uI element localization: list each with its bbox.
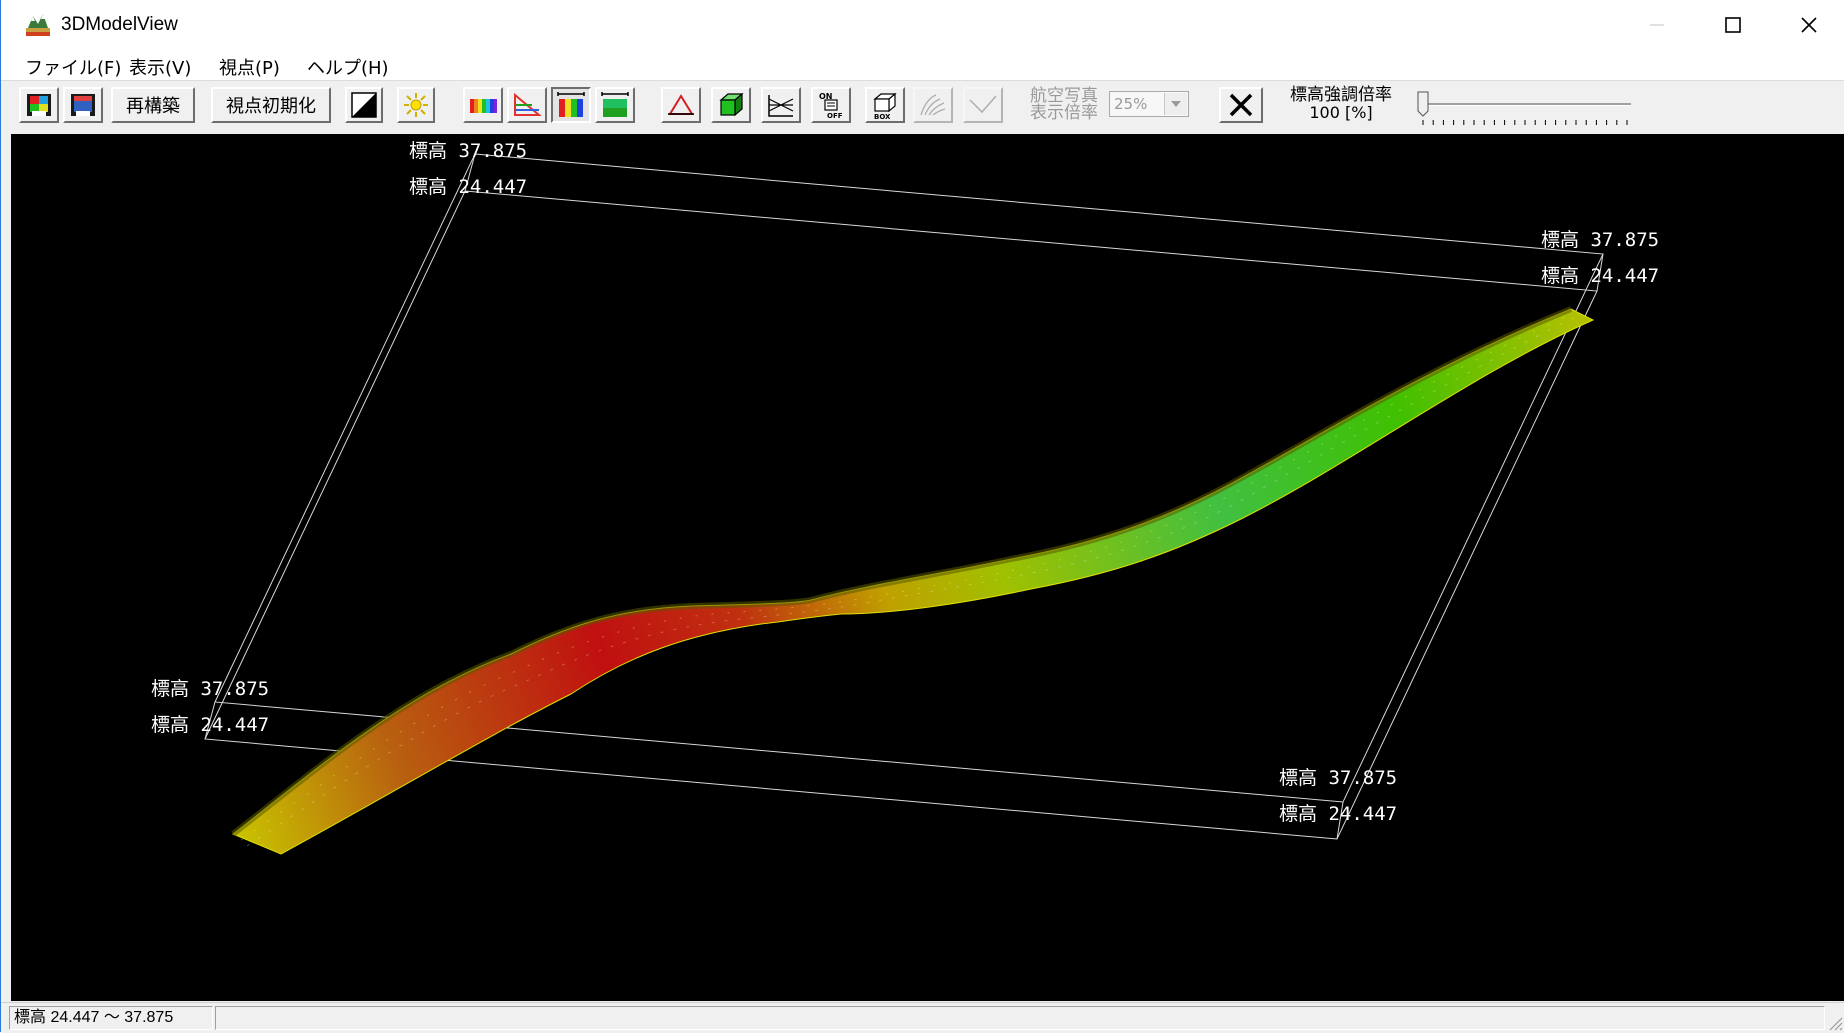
box-button[interactable]: BOX — [865, 87, 905, 123]
contour-icon — [920, 94, 946, 116]
contrast-button[interactable] — [345, 87, 383, 123]
contour-button[interactable] — [913, 87, 953, 123]
solid-box-button[interactable] — [711, 87, 751, 123]
status-bar: 標高 24.447 ～ 37.875 — [1, 1002, 1844, 1033]
title-bar: 3DModelView — [1, 0, 1844, 50]
color-bar-button[interactable] — [463, 87, 503, 123]
section-icon — [768, 95, 794, 117]
resize-grip-icon[interactable] — [1825, 1013, 1843, 1031]
close-button[interactable] — [1771, 0, 1844, 50]
save-color-button[interactable] — [19, 87, 59, 123]
save-color-icon — [27, 94, 51, 116]
line-icon — [969, 95, 997, 114]
menu-bar: ファイル(F) 表示(V) 視点(P) ヘルプ(H) — [1, 50, 1844, 80]
maximize-icon — [1725, 17, 1741, 33]
cancel-x-button[interactable] — [1219, 87, 1263, 123]
elevation-range-status: 標高 24.447 ～ 37.875 — [9, 1006, 213, 1030]
onoff-icon: ON OFF — [819, 92, 843, 120]
save-gradient-icon — [71, 94, 95, 116]
color-bar-icon — [470, 99, 497, 113]
menu-help[interactable]: ヘルプ(H) — [307, 58, 389, 79]
green-range-button[interactable] — [595, 87, 635, 123]
elevation-scale-label: 標高強調倍率 100 [%] — [1290, 85, 1392, 122]
minimize-icon — [1650, 24, 1664, 26]
bounding-box — [204, 153, 1604, 840]
triangle-legend-icon — [514, 92, 542, 116]
triangle-mesh-icon — [668, 94, 694, 115]
triangle-mesh-button[interactable] — [661, 87, 701, 123]
aerial-photo-label: 航空写真 表示倍率 — [1030, 86, 1098, 123]
svg-text:ON: ON — [819, 92, 833, 101]
aerial-zoom-value: 25% — [1114, 95, 1148, 113]
svg-text:OFF: OFF — [827, 112, 843, 120]
slider-thumb[interactable] — [1417, 91, 1429, 117]
minimize-button[interactable] — [1619, 0, 1695, 50]
menu-file[interactable]: ファイル(F) — [25, 58, 122, 79]
onoff-button[interactable]: ON OFF — [811, 87, 851, 123]
road-surface — [231, 306, 1595, 855]
slider-ticks — [1422, 120, 1628, 125]
close-x-icon — [1229, 93, 1253, 117]
elevation-label-bottom-front: 標高 24.447 — [1279, 803, 1398, 825]
save-gradient-button[interactable] — [63, 87, 103, 123]
triangle-legend-button[interactable] — [507, 87, 547, 123]
elevation-scale-slider[interactable] — [1413, 83, 1639, 129]
contrast-icon — [351, 92, 377, 118]
menu-view[interactable]: 表示(V) — [129, 58, 192, 79]
solid-box-icon — [719, 92, 744, 117]
3d-viewport[interactable]: 標高 37.875 標高 24.447 標高 37.875 標高 24.447 … — [11, 134, 1844, 1001]
reset-view-button[interactable]: 視点初期化 — [211, 87, 331, 123]
box-icon: BOX — [873, 92, 897, 120]
status-pane-empty — [215, 1006, 1825, 1030]
maximize-button[interactable] — [1695, 0, 1771, 50]
close-icon — [1801, 17, 1817, 33]
elevation-label-bottom-left: 標高 24.447 — [151, 714, 270, 736]
elevation-label-top-back: 標高 37.875 — [409, 140, 528, 162]
elevation-label-bottom-back: 標高 24.447 — [409, 176, 528, 198]
color-range-icon — [557, 92, 585, 117]
elevation-label-top-left: 標高 37.875 — [151, 678, 270, 700]
rebuild-button[interactable]: 再構築 — [111, 87, 195, 123]
section-button[interactable] — [761, 87, 801, 123]
app-icon — [26, 14, 50, 36]
light-button[interactable] — [397, 87, 435, 123]
chevron-down-icon[interactable] — [1164, 93, 1187, 115]
terrain-model — [204, 153, 1604, 855]
toolbar: 再構築 視点初期化 — [1, 80, 1844, 131]
elevation-label-top-right: 標高 37.875 — [1541, 229, 1660, 251]
menu-viewpoint[interactable]: 視点(P) — [219, 58, 280, 79]
aerial-zoom-select[interactable]: 25% — [1109, 91, 1189, 117]
line-button[interactable] — [963, 87, 1003, 123]
window-title: 3DModelView — [61, 14, 178, 35]
svg-text:BOX: BOX — [874, 113, 891, 120]
color-range-button[interactable] — [551, 87, 591, 123]
slider-track — [1421, 103, 1631, 106]
light-icon — [404, 93, 428, 117]
green-range-icon — [601, 92, 629, 117]
elevation-label-bottom-right: 標高 24.447 — [1541, 265, 1660, 287]
elevation-label-top-front: 標高 37.875 — [1279, 767, 1398, 789]
